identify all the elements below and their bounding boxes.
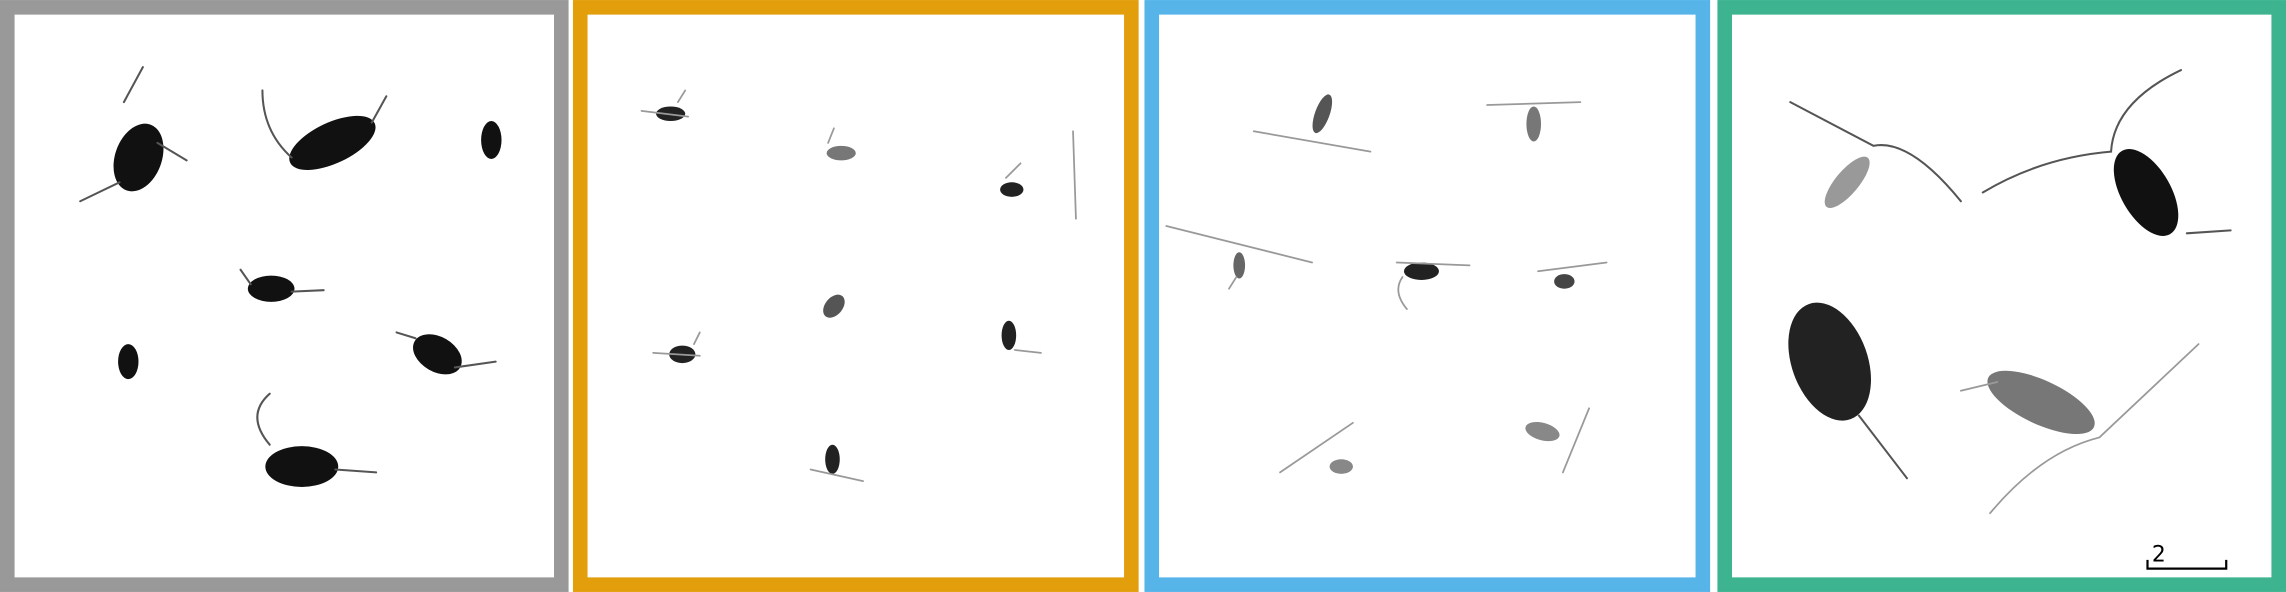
antenna: [1279, 421, 1354, 474]
antenna: [395, 331, 497, 369]
antenna: [1395, 261, 1471, 310]
organism: [1526, 106, 1542, 142]
organism: [1329, 459, 1353, 474]
antenna: [1789, 101, 1962, 203]
organism: [1788, 302, 1871, 421]
panel-border: [1717, 0, 2286, 592]
organism: [1001, 320, 1017, 350]
antenna: [239, 268, 325, 293]
organism: [113, 123, 164, 192]
organism: [1000, 182, 1024, 197]
panel-4: 2: [1717, 0, 2286, 592]
panel-1: [0, 0, 569, 592]
organism: [247, 275, 295, 302]
antenna: [1013, 349, 1042, 354]
antenna: [1981, 69, 2232, 235]
organism: [826, 145, 856, 161]
organism: [118, 344, 139, 380]
scale-bar: [2146, 559, 2228, 570]
antenna: [1005, 130, 1077, 220]
organism: [1312, 94, 1333, 134]
antenna: [1960, 343, 2200, 515]
panel-border: [1144, 0, 1711, 592]
panel-3: [1144, 0, 1711, 592]
panel-border: [572, 0, 1139, 592]
antenna: [1562, 407, 1590, 474]
antenna: [1165, 225, 1313, 290]
organism: [413, 334, 462, 375]
antenna: [1486, 101, 1582, 106]
antenna: [79, 66, 188, 203]
antenna: [1252, 130, 1372, 153]
organism: [825, 444, 840, 474]
antenna: [809, 468, 864, 483]
antenna: [640, 89, 690, 118]
organism: [1525, 421, 1560, 442]
antenna: [256, 392, 378, 474]
antenna: [261, 89, 388, 159]
scale-bar-label: 2: [2152, 542, 2166, 567]
antenna: [1857, 414, 1908, 480]
organism: [1233, 252, 1246, 279]
antenna: [652, 331, 701, 357]
panel-2: [572, 0, 1139, 592]
organism: [289, 115, 376, 170]
organism: [2113, 149, 2179, 236]
organism: [265, 446, 339, 487]
organism: [481, 121, 502, 159]
antenna: [827, 127, 835, 144]
organism: [1987, 370, 2095, 435]
antenna: [1537, 261, 1608, 273]
organism: [1403, 262, 1439, 280]
organism: [1554, 274, 1575, 289]
organism: [823, 294, 845, 318]
organism: [1824, 156, 1870, 208]
